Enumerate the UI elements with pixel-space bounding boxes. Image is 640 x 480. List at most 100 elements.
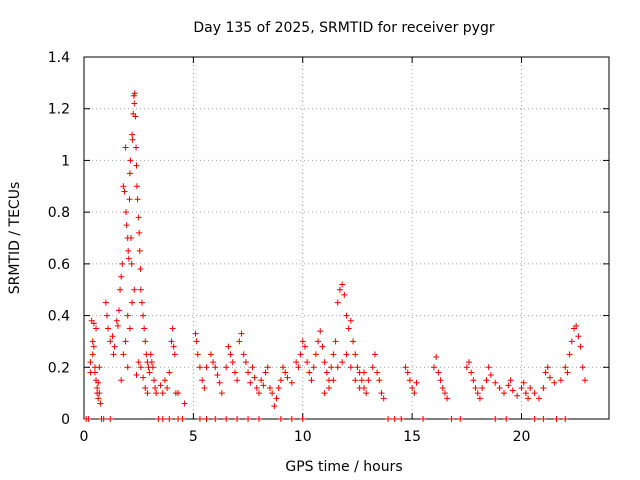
data-point (304, 359, 311, 366)
data-point (472, 384, 479, 391)
data-point (306, 369, 313, 376)
data-point (203, 364, 210, 371)
data-point (435, 369, 442, 376)
data-point (544, 364, 551, 371)
data-point (433, 353, 440, 360)
data-point (137, 286, 144, 293)
x-axis-label: GPS time / hours (285, 459, 402, 475)
data-point (171, 351, 178, 358)
data-point (166, 369, 173, 376)
data-point (479, 384, 486, 391)
data-point (107, 338, 114, 345)
data-point (122, 144, 129, 151)
data-point (310, 364, 317, 371)
data-point (483, 377, 490, 384)
data-point (262, 369, 269, 376)
data-point (256, 416, 262, 422)
data-point (371, 351, 378, 358)
data-point (251, 374, 258, 381)
data-point (113, 317, 120, 324)
data-point (125, 247, 132, 254)
data-point (562, 416, 569, 422)
data-point (210, 359, 217, 366)
data-point (118, 273, 125, 280)
data-point (87, 359, 94, 366)
data-point (503, 416, 510, 422)
data-point (229, 359, 236, 366)
data-point (199, 377, 206, 384)
data-point (223, 364, 230, 371)
data-point (501, 390, 507, 397)
data-point (90, 343, 97, 350)
data-point (256, 390, 262, 397)
plot-frame (83, 56, 610, 420)
data-point (573, 322, 580, 329)
data-point (132, 113, 139, 120)
data-point (137, 266, 144, 273)
data-point (369, 364, 376, 371)
data-point (164, 384, 171, 391)
y-tick-label: 1.4 (48, 50, 70, 66)
data-point (131, 90, 138, 97)
data-point (568, 338, 575, 345)
data-point (317, 328, 324, 335)
data-point (581, 377, 588, 384)
data-point (136, 229, 143, 236)
data-point (225, 343, 232, 350)
data-point (299, 416, 306, 422)
data-point (350, 338, 357, 345)
data-point (402, 364, 409, 371)
data-point (169, 325, 176, 332)
grid-lines (84, 57, 609, 419)
data-point (207, 351, 214, 358)
data-point (111, 343, 118, 350)
data-point (518, 384, 525, 391)
data-point (391, 416, 398, 422)
data-point (212, 364, 219, 371)
data-point (100, 416, 107, 422)
data-point (89, 338, 96, 345)
data-point (365, 377, 372, 384)
data-point (196, 416, 203, 422)
data-point (127, 157, 134, 164)
data-point (361, 369, 367, 376)
data-point (562, 364, 569, 371)
data-point (542, 369, 549, 376)
data-point (330, 351, 337, 358)
data-point (95, 379, 102, 386)
x-tick-labels: 0 5 10 15 20 (80, 429, 531, 445)
data-point (273, 395, 280, 402)
data-point (295, 364, 302, 371)
data-point (214, 372, 221, 379)
data-point (308, 377, 315, 384)
data-point (264, 364, 271, 371)
data-point (376, 377, 383, 384)
data-point (577, 343, 584, 350)
data-point (116, 307, 122, 314)
data-point (411, 390, 418, 397)
data-point (358, 377, 365, 384)
data-point (271, 403, 278, 410)
data-point (448, 416, 455, 422)
data-point (194, 351, 201, 358)
y-tick-label: 0.6 (48, 257, 70, 273)
data-point (234, 377, 241, 384)
data-point (299, 338, 306, 345)
data-point (343, 312, 350, 319)
data-point (129, 299, 136, 306)
data-point (269, 390, 276, 397)
data-point (141, 325, 148, 332)
data-point (166, 416, 173, 422)
data-point (212, 416, 219, 422)
data-point (148, 359, 155, 366)
data-point (227, 351, 234, 358)
data-point (356, 384, 363, 391)
data-point (293, 359, 300, 366)
data-point (245, 416, 252, 422)
data-point (135, 214, 142, 221)
data-point (218, 390, 225, 397)
data-point (260, 382, 267, 389)
data-point (94, 390, 101, 397)
data-point (153, 390, 160, 397)
data-point (103, 312, 110, 319)
